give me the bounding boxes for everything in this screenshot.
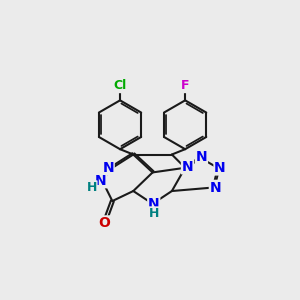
Text: N: N: [214, 161, 226, 175]
Text: H: H: [86, 181, 97, 194]
Text: H: H: [148, 207, 159, 220]
Text: N: N: [95, 174, 107, 188]
Text: N: N: [182, 160, 193, 174]
Text: Cl: Cl: [113, 80, 126, 92]
Text: N: N: [210, 181, 221, 194]
Text: O: O: [98, 216, 110, 230]
Text: N: N: [148, 197, 160, 211]
Text: F: F: [182, 80, 190, 92]
Text: N: N: [196, 150, 207, 164]
Text: N: N: [102, 161, 114, 175]
